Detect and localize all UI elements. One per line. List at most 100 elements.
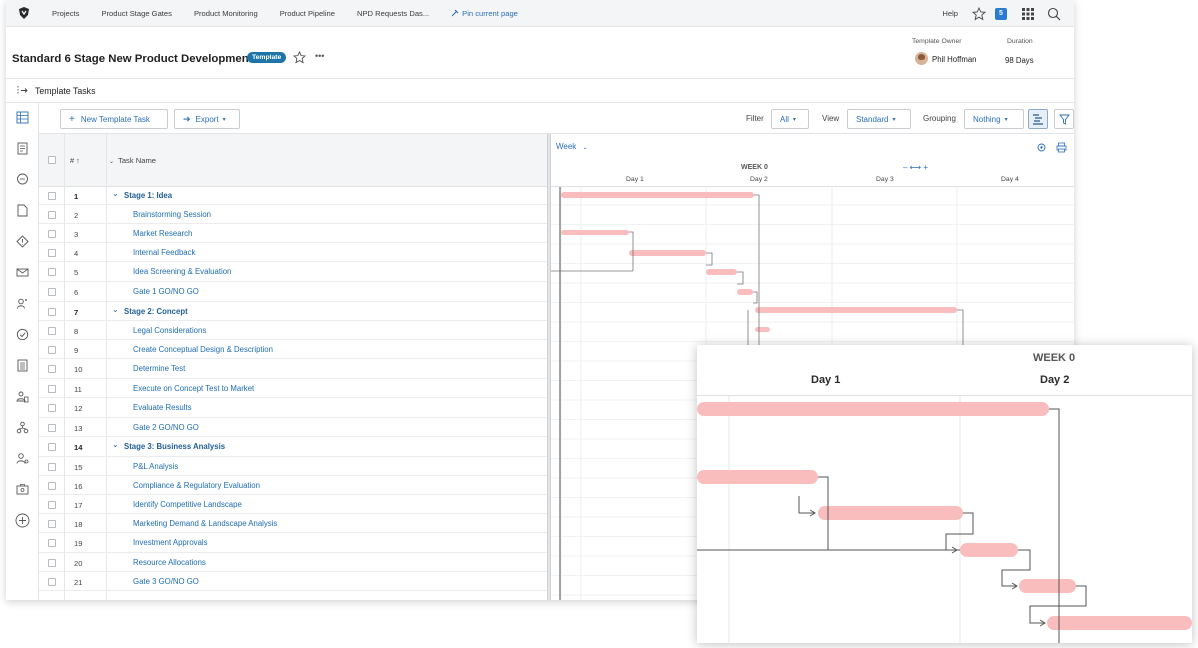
task-name-link[interactable]: Execute on Concept Test to Market (133, 384, 255, 393)
export-button[interactable]: ➔ Export ▾ (174, 109, 240, 129)
row-checkbox[interactable] (48, 520, 56, 528)
task-name-link[interactable]: P&L Analysis (133, 462, 179, 471)
workfront-logo-icon[interactable] (17, 6, 31, 20)
table-row[interactable]: 11 Execute on Concept Test to Market (39, 379, 547, 398)
column-resize-handle[interactable]: – ⟷ + (903, 163, 929, 172)
select-all-checkbox[interactable] (48, 156, 56, 164)
hierarchy-icon[interactable] (16, 421, 29, 434)
people-icon[interactable] (16, 297, 29, 310)
row-checkbox[interactable] (48, 192, 56, 200)
gantt-bar[interactable] (755, 307, 957, 313)
task-list-icon[interactable] (16, 111, 29, 124)
table-row[interactable]: 14 ⌄ Stage 3: Business Analysis (39, 437, 547, 457)
collapse-chevron-icon[interactable]: ⌄ (112, 305, 119, 314)
task-name-link[interactable]: Marketing Demand & Landscape Analysis (133, 519, 278, 528)
star-icon[interactable] (972, 6, 986, 21)
task-name-link[interactable]: Market Research (133, 229, 193, 238)
row-checkbox[interactable] (48, 539, 56, 547)
grid-gantt-splitter[interactable] (547, 134, 551, 600)
table-row[interactable]: 19 Investment Approvals (39, 533, 547, 553)
table-row[interactable]: 13 Gate 2 GO/NO GO (39, 418, 547, 437)
document-icon[interactable] (16, 142, 29, 155)
gantt-bar[interactable] (629, 250, 706, 256)
task-name-link[interactable]: Identify Competitive Landscape (133, 500, 242, 509)
table-row[interactable]: 9 Create Conceptual Design & Description (39, 340, 547, 359)
row-checkbox[interactable] (48, 559, 56, 567)
owner-name[interactable]: Phil Hoffman (932, 55, 977, 64)
row-checkbox[interactable] (48, 211, 56, 219)
nav-item-product-monitoring[interactable]: Product Monitoring (193, 8, 258, 18)
task-name-link[interactable]: Investment Approvals (133, 538, 208, 547)
table-row[interactable]: 8 Legal Considerations (39, 321, 547, 340)
filter-select[interactable]: All ▾ (771, 109, 809, 129)
zoom-gantt-bar[interactable] (697, 470, 818, 484)
task-name-link[interactable]: Create Conceptual Design & Description (133, 345, 273, 354)
apps-grid-icon[interactable] (1022, 7, 1034, 20)
table-row[interactable]: 16 Compliance & Regulatory Evaluation (39, 476, 547, 495)
add-icon[interactable] (15, 513, 30, 528)
zoom-gantt-bar[interactable] (818, 506, 963, 520)
gantt-bar[interactable] (737, 289, 753, 295)
approval-icon[interactable] (16, 328, 29, 341)
row-checkbox[interactable] (48, 404, 56, 412)
task-name-link[interactable]: Internal Feedback (133, 248, 196, 257)
task-name-link[interactable]: Brainstorming Session (133, 210, 212, 219)
more-options-icon[interactable]: ••• (315, 51, 325, 61)
filter-funnel-button[interactable] (1054, 109, 1074, 129)
row-checkbox[interactable] (48, 249, 56, 257)
notification-badge[interactable]: 5 (995, 7, 1007, 20)
task-name-link[interactable]: Idea Screening & Evaluation (133, 267, 232, 276)
print-icon[interactable] (1056, 142, 1067, 153)
timescale-select[interactable]: Week ⌄ (556, 142, 588, 151)
table-row[interactable]: 7 ⌄ Stage 2: Concept (39, 302, 547, 321)
task-name-link[interactable]: Determine Test (133, 364, 186, 373)
comment-icon[interactable] (16, 173, 29, 186)
table-row[interactable]: 2 Brainstorming Session (39, 205, 547, 224)
row-checkbox[interactable] (48, 346, 56, 354)
pin-current-page-link[interactable]: Pin current page (451, 9, 518, 18)
task-name-link[interactable]: Gate 2 GO/NO GO (133, 423, 199, 432)
mail-icon[interactable] (16, 266, 29, 279)
table-row[interactable]: 6 Gate 1 GO/NO GO (39, 282, 547, 302)
row-checkbox[interactable] (48, 482, 56, 490)
table-row[interactable]: 18 Marketing Demand & Landscape Analysis (39, 514, 547, 533)
file-icon[interactable] (16, 204, 29, 217)
table-row[interactable]: 3 Market Research (39, 224, 547, 243)
help-link[interactable]: Help (942, 9, 958, 18)
view-select[interactable]: Standard ▾ (847, 109, 911, 129)
zoom-gantt-bar[interactable] (1047, 616, 1192, 630)
zoom-gantt-bar[interactable] (960, 543, 1018, 557)
table-row[interactable]: 5 Idea Screening & Evaluation (39, 262, 547, 282)
issue-icon[interactable] (16, 235, 29, 248)
gantt-toggle-button[interactable] (1028, 109, 1048, 129)
user-settings-icon[interactable] (16, 452, 29, 465)
row-checkbox[interactable] (48, 578, 56, 586)
task-name-link[interactable]: Stage 1: Idea (124, 191, 173, 200)
grouping-select[interactable]: Nothing ▾ (964, 109, 1024, 129)
row-checkbox[interactable] (48, 365, 56, 373)
search-icon[interactable] (1047, 7, 1061, 21)
nav-item-npd-requests[interactable]: NPD Requests Das... (357, 8, 430, 18)
new-template-task-button[interactable]: + New Template Task (60, 109, 168, 129)
task-name-link[interactable]: Gate 1 GO/NO GO (133, 287, 199, 296)
nav-item-product-pipeline[interactable]: Product Pipeline (279, 8, 335, 18)
table-row[interactable]: 12 Evaluate Results (39, 398, 547, 418)
zoom-gantt-bar[interactable] (697, 402, 1049, 416)
gantt-bar[interactable] (561, 192, 754, 198)
nav-item-product-stage-gates[interactable]: Product Stage Gates (101, 8, 172, 18)
row-checkbox[interactable] (48, 308, 56, 316)
row-checkbox[interactable] (48, 424, 56, 432)
collapse-chevron-icon[interactable]: ⌄ (112, 440, 119, 449)
row-checkbox[interactable] (48, 501, 56, 509)
row-checkbox[interactable] (48, 385, 56, 393)
row-checkbox[interactable] (48, 443, 56, 451)
row-checkbox[interactable] (48, 230, 56, 238)
zoom-gantt-bar[interactable] (1019, 579, 1076, 593)
table-row[interactable]: 21 Gate 3 GO/NO GO (39, 572, 547, 591)
row-checkbox[interactable] (48, 268, 56, 276)
gantt-bar[interactable] (755, 327, 770, 332)
settings-icon[interactable] (1036, 142, 1047, 153)
table-row[interactable]: 10 Determine Test (39, 359, 547, 379)
expand-panel-icon[interactable] (17, 85, 29, 96)
portfolio-icon[interactable] (16, 483, 29, 496)
